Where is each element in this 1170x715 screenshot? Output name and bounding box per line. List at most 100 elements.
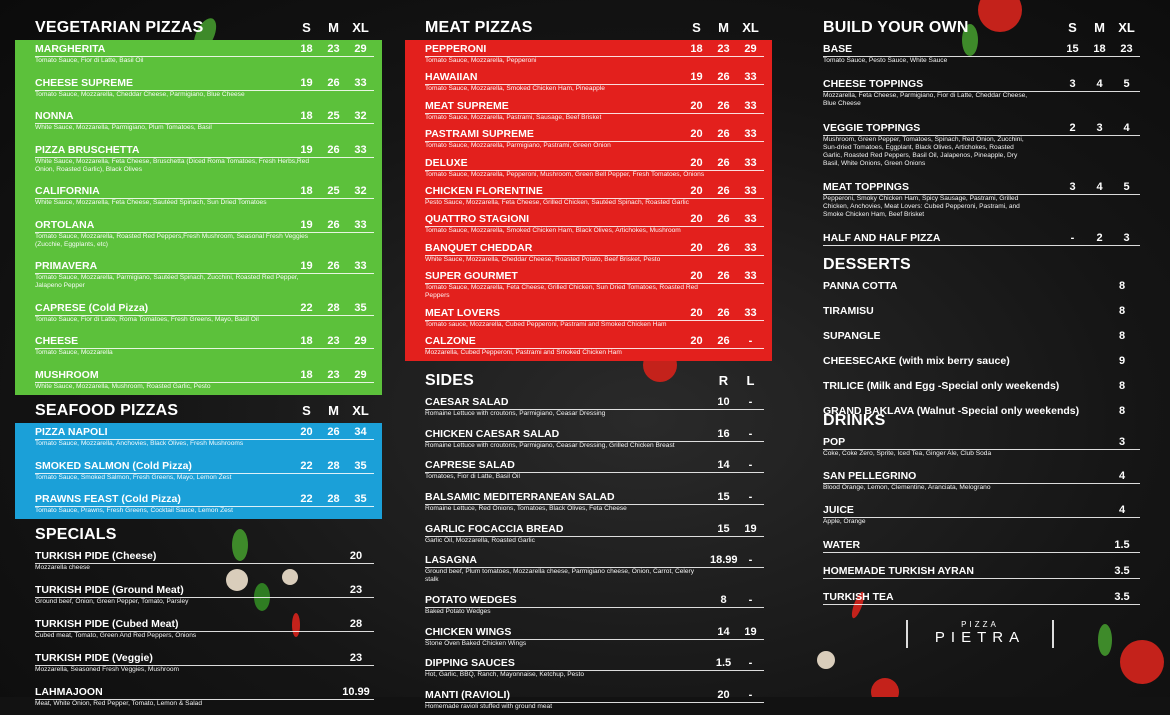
item-name: WATER (823, 538, 861, 551)
menu-item: TRILICE (Milk and Egg -Special only week… (823, 380, 1140, 393)
item-prices: 16 - (710, 428, 764, 441)
item-name: CALIFORNIA (35, 185, 100, 198)
item-row: QUATTRO STAGIONI 20 26 33 (425, 213, 764, 228)
menu-item: HAWAIIAN 19 26 33 Tomato Sauce, Mozzarella, … (425, 71, 764, 93)
menu-item: SAN PELLEGRINO 4 Blood Orange, Lemon, Clem… (823, 470, 1140, 492)
item-price: 23 (327, 43, 340, 55)
menu-item: MANTI (RAVIOLI) 20 - Homemade ravioli stuff… (425, 689, 764, 711)
size-label: M (1094, 20, 1105, 35)
item-description: Tomato Sauce, Pesto Sauce, White Sauce (823, 57, 948, 64)
size-headers: S M XL (293, 20, 374, 35)
item-price: - (748, 593, 753, 606)
item-prices: 15 18 23 (1059, 43, 1140, 56)
specials-section: SPECIALS TURKISH PIDE (Cheese) 20 Mozzarell… (15, 522, 382, 712)
item-price: 35 (354, 301, 367, 314)
item-row: TRILICE (Milk and Egg -Special only week… (823, 380, 1140, 393)
item-prices: 4 (1104, 504, 1140, 517)
item-price: 4 (1096, 78, 1103, 91)
item-price: 14 (717, 625, 730, 638)
item-prices: 1.5 (1104, 539, 1140, 552)
menu-item: HOMEMADE TURKISH AYRAN 3.5 (823, 565, 1140, 579)
item-price: 28 (349, 618, 363, 630)
item-price: 33 (744, 128, 757, 141)
item-prices: 1.5 - (710, 657, 764, 670)
item-price: 15 (717, 490, 730, 503)
item-list: BASE 15 18 23 Tomato Sauce, Pesto Sauce, Whi… (803, 40, 1148, 250)
item-price: 33 (354, 260, 367, 273)
item-price: 10.99 (342, 686, 370, 698)
item-name: MEAT TOPPINGS (823, 180, 909, 193)
item-price: 23 (327, 335, 340, 348)
item-price: - (748, 490, 753, 503)
item-price: 20 (690, 184, 703, 197)
item-price: 18 (300, 368, 313, 381)
item-name: JUICE (823, 504, 854, 517)
item-row: TURKISH TEA 3.5 (823, 591, 1140, 605)
item-row: SMOKED SALMON (Cold Pizza) 22 28 35 (35, 460, 374, 474)
sides-section: SIDES R L CAESAR SALAD 10- Romaine Lettuce wi… (405, 368, 772, 715)
item-name: POTATO WEDGES (425, 593, 517, 606)
item-row: WATER 1.5 (823, 539, 1140, 553)
item-price: 3 (1069, 180, 1076, 193)
item-price: 33 (744, 241, 757, 254)
item-price: 20 (690, 334, 703, 347)
item-row: LAHMAJOON 10.99 (35, 686, 374, 700)
item-price: 26 (717, 99, 730, 112)
item-price: 28 (327, 459, 340, 472)
item-description: Tomato Sauce, Mozzarella, Parmigiano, Sa… (35, 274, 299, 290)
item-prices: 22 28 35 (293, 493, 374, 506)
item-prices: 8- (710, 594, 764, 607)
menu-item: MARGHERITA 18 23 29 Tomato Sauce, Fior di La… (35, 43, 374, 65)
item-row: CHICKEN WINGS 14 19 (425, 626, 764, 640)
item-price: 23 (349, 584, 363, 596)
item-prices: 8 (1104, 330, 1140, 343)
mushroom (226, 569, 248, 591)
section-header: DESSERTS (803, 252, 1148, 277)
item-price: 33 (354, 76, 367, 89)
menu-item: CALZONE 20 26 - Mozzarella, Cubed Pepperoni,… (425, 335, 764, 357)
size-label: XL (352, 20, 369, 35)
item-price: - (748, 334, 753, 347)
item-name: PRAWNS FEAST (Cold Pizza) (35, 493, 181, 505)
menu-item: BALSAMIC MEDITERRANEAN SALAD 15 - Romaine L… (425, 491, 764, 513)
size-label: XL (352, 403, 369, 418)
item-prices: 8 (1104, 405, 1140, 418)
item-price: 26 (717, 184, 730, 197)
item-description: White Sauce, Mozzarella, Cheddar Cheese,… (425, 255, 661, 263)
item-price: 23 (327, 368, 340, 381)
item-name: CHEESE SUPREME (35, 76, 134, 89)
item-price: 29 (354, 43, 367, 55)
menu-item: SUPANGLE 8 (823, 330, 1140, 343)
section-title: SEAFOOD PIZZAS (35, 401, 179, 419)
item-price: 18 (300, 43, 313, 55)
item-row: PRIMAVERA 19 26 33 (35, 260, 374, 275)
herb (232, 529, 248, 561)
menu-item: BANQUET CHEDDAR 20 26 33 White Sauce, Mozzar… (425, 242, 764, 264)
item-price: 3.5 (1114, 564, 1130, 577)
item-price: 32 (354, 185, 367, 198)
item-price: 26 (327, 218, 340, 231)
item-price: 26 (327, 260, 340, 273)
item-price: - (748, 396, 753, 408)
item-name: MARGHERITA (35, 43, 106, 55)
item-price: 23 (717, 43, 730, 55)
item-price: 26 (717, 241, 730, 254)
item-description: Hot, Garlic, BBQ, Ranch, Mayonnaise, Ket… (425, 671, 585, 679)
menu-item: DELUXE 20 26 33 Tomato Sauce, Mozzarella, Pe… (425, 157, 764, 179)
item-prices: 19 26 33 (293, 144, 374, 157)
item-name: PANNA COTTA (823, 280, 898, 292)
tomato (1120, 640, 1164, 684)
item-price: 14 (717, 459, 730, 472)
item-price: 20 (349, 550, 363, 562)
item-name: PASTRAMI SUPREME (425, 128, 534, 141)
item-list: PANNA COTTA 8 TIRAMISU 8 SUPANGLE 8 CHEESECAKE… (803, 277, 1148, 422)
item-prices: 2 3 4 (1059, 122, 1140, 135)
item-name: TURKISH TEA (823, 590, 894, 603)
menu-item: PASTRAMI SUPREME 20 26 33 Tomato Sauce, Mozz… (425, 128, 764, 150)
item-price: 35 (354, 459, 367, 472)
item-price: 33 (354, 143, 367, 156)
menu-item: QUATTRO STAGIONI 20 26 33 Tomato Sauce, Mozz… (425, 213, 764, 235)
item-price: 20 (690, 306, 703, 319)
item-prices: - 2 3 (1059, 232, 1140, 245)
